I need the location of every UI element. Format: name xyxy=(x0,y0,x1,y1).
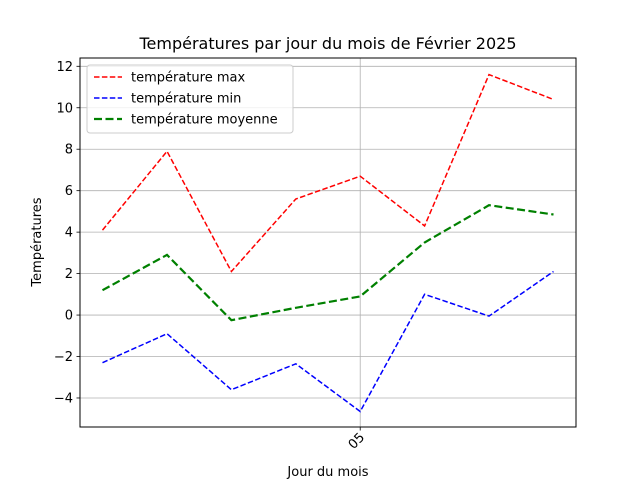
legend-label: température max xyxy=(131,71,245,86)
y-tick-label: 2 xyxy=(65,267,73,282)
y-axis-label: Températures xyxy=(30,197,45,287)
y-tick-label: 4 xyxy=(65,226,73,241)
y-tick-label: −4 xyxy=(54,391,73,406)
chart-title: Températures par jour du mois de Février… xyxy=(138,34,516,53)
y-tick-label: 12 xyxy=(56,60,73,75)
series-line-2 xyxy=(102,270,554,413)
series-layer xyxy=(101,73,554,413)
series-line-3 xyxy=(101,204,554,322)
legend: température max température min températur… xyxy=(86,64,294,134)
grid xyxy=(80,58,576,427)
y-tick-label: 0 xyxy=(65,309,73,324)
y-tick-label: 10 xyxy=(56,101,73,116)
legend-box xyxy=(86,64,294,134)
x-axis-label: Jour du mois xyxy=(286,465,368,480)
plot-frame xyxy=(79,57,577,428)
x-tick-label: 05 xyxy=(346,430,368,452)
legend-label: température min xyxy=(131,92,241,107)
x-axis: 05 xyxy=(346,427,368,453)
legend-label: température moyenne xyxy=(131,113,278,128)
y-tick-label: −2 xyxy=(54,350,73,365)
y-tick-label: 8 xyxy=(65,143,73,158)
y-tick-label: 6 xyxy=(65,184,73,199)
y-axis: −4 −2 0 2 4 6 8 10 12 xyxy=(54,60,80,406)
